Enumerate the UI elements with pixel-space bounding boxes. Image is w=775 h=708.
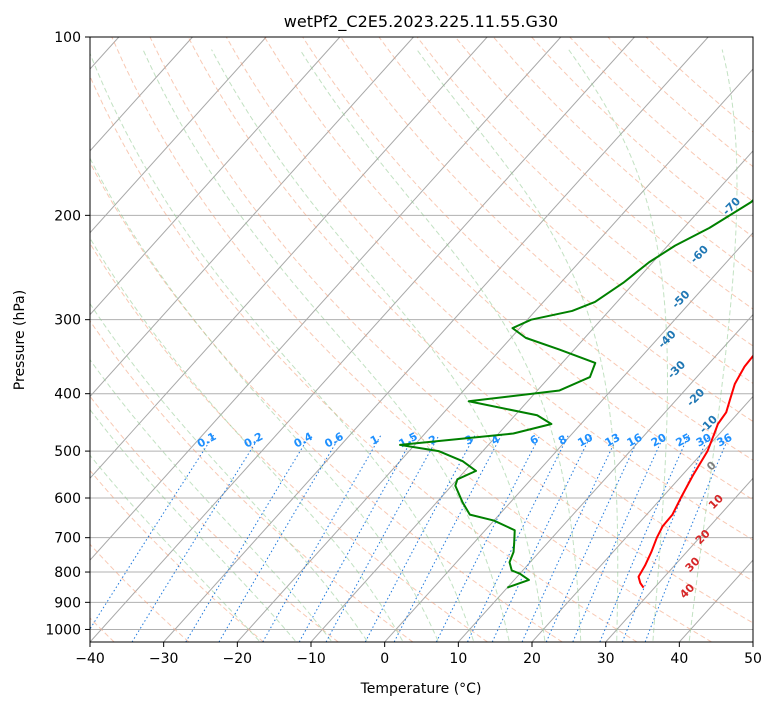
x-tick-label: 30 (597, 651, 615, 667)
x-tick-label: −10 (296, 651, 326, 667)
isotherm-line (90, 37, 341, 316)
y-tick-label: 900 (54, 595, 81, 611)
y-tick-label: 600 (54, 491, 81, 507)
mixing-ratio-line (90, 434, 215, 630)
moist-adiabat-line (90, 157, 439, 641)
mixing-ratio-label: 10 (575, 431, 595, 450)
dry-adiabat-line (111, 37, 712, 642)
dry-adiabat-line (90, 469, 264, 642)
isotherm-line (531, 395, 753, 642)
y-tick-label: 400 (54, 387, 81, 403)
x-tick-label: 0 (380, 651, 389, 667)
x-tick-label: 20 (523, 651, 541, 667)
isotherm-line (90, 37, 488, 480)
y-tick-label: 700 (54, 531, 81, 547)
isotherm-line (605, 477, 753, 642)
dry-adiabat-line (454, 37, 753, 310)
mixing-ratio-line (185, 434, 311, 642)
isotherm-line (90, 37, 193, 152)
dry-adiabat-line (149, 37, 753, 624)
x-axis-label: Temperature (°C) (360, 681, 482, 697)
y-tick-label: 100 (54, 30, 81, 46)
moist-adiabat-line (142, 49, 510, 641)
moist-adiabat-line (90, 454, 260, 642)
mixing-ratio-line (644, 434, 731, 642)
y-tick-label: 500 (54, 444, 81, 460)
mixing-ratio-label: 13 (603, 431, 623, 450)
moist-adiabat-line (211, 49, 546, 641)
dewpoint-profile-line (399, 198, 753, 589)
isotherm-line (90, 37, 267, 234)
moist-adiabat-line (90, 237, 403, 642)
dry-adiabat-line (90, 75, 638, 642)
dry-adiabat-line (340, 37, 753, 423)
mixing-ratio-lines (90, 434, 731, 642)
x-tick-label: −40 (75, 651, 105, 667)
moist-adiabat-line (90, 408, 296, 642)
y-tick-label: 800 (54, 565, 81, 581)
sounding-profiles (399, 198, 753, 589)
mixing-ratio-line (298, 434, 415, 642)
moist-adiabat-line (568, 49, 668, 641)
dry-adiabat-line (264, 37, 753, 501)
y-tick-label: 300 (54, 313, 81, 329)
dry-adiabat-line (90, 161, 563, 642)
x-tick-label: −30 (149, 651, 179, 667)
mixing-ratio-label: 25 (674, 431, 694, 450)
moist-adiabat-line (688, 49, 738, 641)
dry-adiabat-line (90, 320, 414, 642)
dry-adiabat-line (187, 37, 753, 582)
isotherm-line (236, 68, 753, 642)
mixing-ratio-label: 36 (715, 431, 735, 450)
isotherm-lines (90, 37, 753, 642)
x-axis-ticks: −40 −30 −20 −10 0 10 20 30 40 50 (75, 642, 762, 667)
temperature-profile-line (637, 354, 753, 589)
mixing-ratio-label: 20 (649, 431, 669, 450)
moist-adiabat-line (416, 49, 619, 641)
y-tick-label: 1000 (45, 622, 81, 638)
mixing-ratio-line (325, 434, 440, 642)
mixing-ratio-line (393, 434, 502, 642)
x-tick-label: 10 (449, 651, 467, 667)
mixing-ratio-line (467, 434, 569, 642)
mixing-ratio-line (435, 434, 541, 642)
dry-adiabat-lines (90, 37, 753, 642)
moist-adiabat-line (90, 302, 368, 642)
x-tick-label: 50 (744, 651, 762, 667)
y-axis-label: Pressure (hPa) (12, 290, 28, 390)
dry-adiabat-line (225, 37, 753, 541)
mixing-ratio-line (131, 434, 261, 642)
moist-adiabat-line (90, 52, 474, 641)
isotherm-line (163, 37, 709, 642)
isotherm-line (90, 37, 414, 398)
isotherm-line (457, 313, 753, 642)
mixing-ratio-line (572, 434, 665, 642)
isotherm-line (384, 231, 753, 642)
dry-adiabat-line (416, 37, 753, 347)
dry-adiabat-line (90, 242, 488, 642)
x-tick-label: 40 (670, 651, 688, 667)
isotherm-line (90, 37, 562, 561)
y-tick-label: 200 (54, 208, 81, 224)
moist-adiabat-line (299, 49, 582, 641)
moist-adiabat-lines (90, 49, 738, 642)
isotherm-line (90, 37, 635, 642)
mixing-ratio-line (218, 434, 341, 642)
y-axis-ticks: 1000 900 800 700 600 500 400 300 200 100 (45, 30, 90, 638)
mixing-ratio-label: 16 (625, 431, 645, 450)
mixing-ratio-line (262, 434, 382, 642)
x-tick-label: −20 (223, 651, 253, 667)
mixing-ratio-line (599, 434, 690, 642)
chart-title: wetPf2_C2E5.2023.225.11.55.G30 (284, 12, 558, 32)
plot-frame (89, 36, 754, 643)
